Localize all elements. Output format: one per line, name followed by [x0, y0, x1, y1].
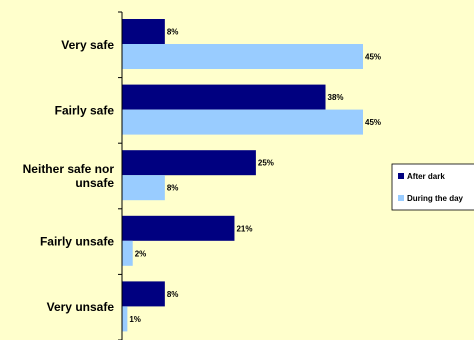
- legend-box: [391, 163, 474, 211]
- category-label-very-unsafe: Very unsafe: [47, 300, 115, 314]
- bar-after-dark-very-unsafe: [122, 281, 165, 307]
- bar-after-dark-neither-safe-nor-unsafe: [122, 150, 256, 176]
- legend-swatch-during-the-day: [398, 195, 404, 201]
- legend-label-during-the-day: During the day: [407, 194, 464, 203]
- bar-during-the-day-fairly-unsafe: [122, 240, 133, 266]
- legend-label-after-dark: After dark: [407, 172, 445, 181]
- category-label-neither-safe-nor-unsafe: Neither safe nor unsafe: [23, 162, 115, 190]
- value-labels: 8% 45% 38% 45% 25% 8% 21% 2% 8% 1%: [129, 28, 381, 324]
- category-label-line: Fairly unsafe: [40, 235, 114, 249]
- category-label-line: Very unsafe: [47, 300, 115, 314]
- category-label-very-safe: Very safe: [61, 38, 114, 52]
- value-label-after-dark-neither-safe-nor-unsafe: 25%: [258, 159, 274, 168]
- category-label-line: Neither safe nor: [23, 162, 115, 176]
- bar-after-dark-fairly-unsafe: [122, 215, 235, 241]
- value-label-after-dark-very-unsafe: 8%: [167, 290, 179, 299]
- value-label-during-the-day-very-unsafe: 1%: [129, 315, 141, 324]
- category-label-fairly-unsafe: Fairly unsafe: [40, 235, 114, 249]
- value-label-after-dark-very-safe: 8%: [167, 28, 179, 37]
- category-label-fairly-safe: Fairly safe: [55, 103, 115, 117]
- bar-during-the-day-neither-safe-nor-unsafe: [122, 175, 165, 201]
- value-label-during-the-day-neither-safe-nor-unsafe: 8%: [167, 184, 179, 193]
- category-labels: Very safe Fairly safe Neither safe nor unsa…: [23, 38, 115, 314]
- value-label-after-dark-fairly-safe: 38%: [328, 93, 344, 102]
- bar-during-the-day-fairly-safe: [122, 109, 363, 135]
- bar-after-dark-very-safe: [122, 19, 165, 44]
- value-label-during-the-day-fairly-unsafe: 2%: [135, 249, 147, 258]
- category-label-line: unsafe: [75, 176, 114, 190]
- bar-during-the-day-very-unsafe: [122, 306, 128, 332]
- value-label-during-the-day-fairly-safe: 45%: [365, 118, 381, 127]
- legend-swatch-after-dark: [398, 173, 404, 179]
- bars: [122, 19, 363, 332]
- bar-during-the-day-very-safe: [122, 44, 363, 69]
- y-axis-ticks: [118, 11, 122, 340]
- bar-after-dark-fairly-safe: [122, 84, 326, 110]
- category-label-line: Very safe: [61, 38, 114, 52]
- value-label-after-dark-fairly-unsafe: 21%: [236, 224, 252, 233]
- legend: After dark During the day: [391, 163, 474, 211]
- value-label-during-the-day-very-safe: 45%: [365, 53, 381, 62]
- category-label-line: Fairly safe: [55, 103, 115, 117]
